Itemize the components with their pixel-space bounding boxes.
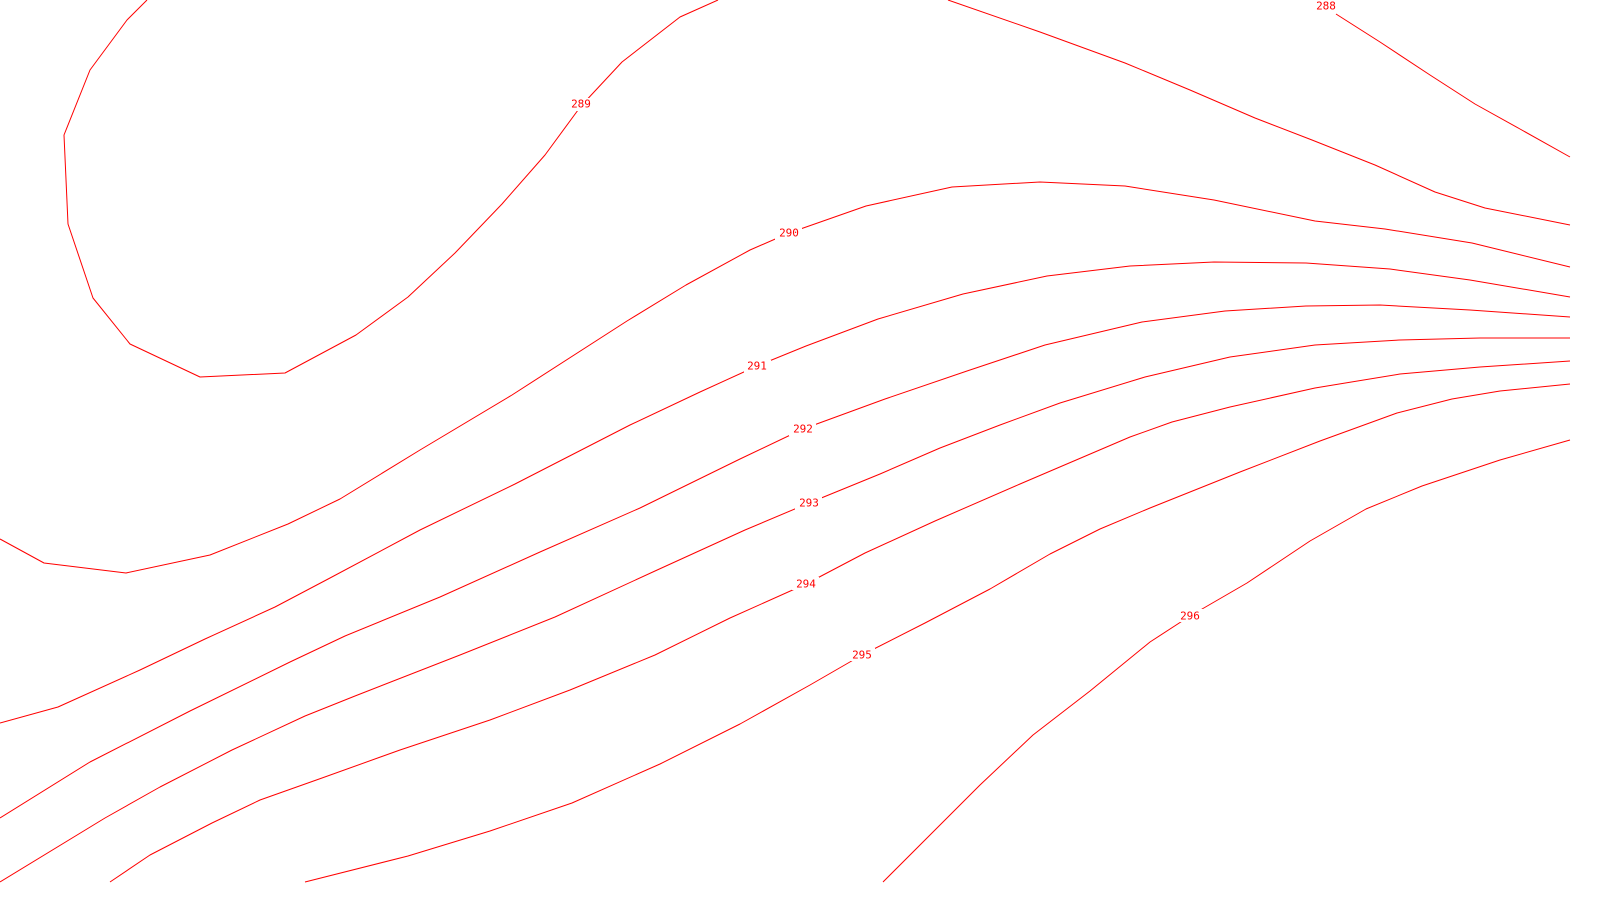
contour-line-288	[947, 0, 1571, 226]
contour-line-290	[0, 181, 1571, 574]
contour-label-294: 294	[796, 578, 816, 591]
contour-label-291: 291	[747, 360, 767, 373]
contour-label-290: 290	[779, 227, 799, 240]
contour-label-292: 292	[793, 423, 813, 436]
contour-295: 295	[304, 383, 1571, 883]
contour-289: 289	[63, 0, 719, 378]
contour-label-289: 289	[571, 98, 591, 111]
contour-294: 294	[109, 360, 1571, 883]
contour-296: 296	[882, 439, 1571, 883]
contour-line-295	[304, 383, 1571, 883]
contour-290: 290	[0, 181, 1571, 574]
contour-293: 293	[0, 337, 1570, 883]
contour-292: 292	[0, 304, 1571, 819]
contour-291: 291	[0, 261, 1571, 724]
contour-label-296: 296	[1180, 610, 1200, 623]
contour-label-288: 288	[1316, 0, 1336, 13]
contour-line-288b	[1335, 13, 1571, 158]
contour-288: 288	[947, 0, 1571, 226]
contour-label-295: 295	[852, 649, 872, 662]
contour-label-293: 293	[799, 497, 819, 510]
